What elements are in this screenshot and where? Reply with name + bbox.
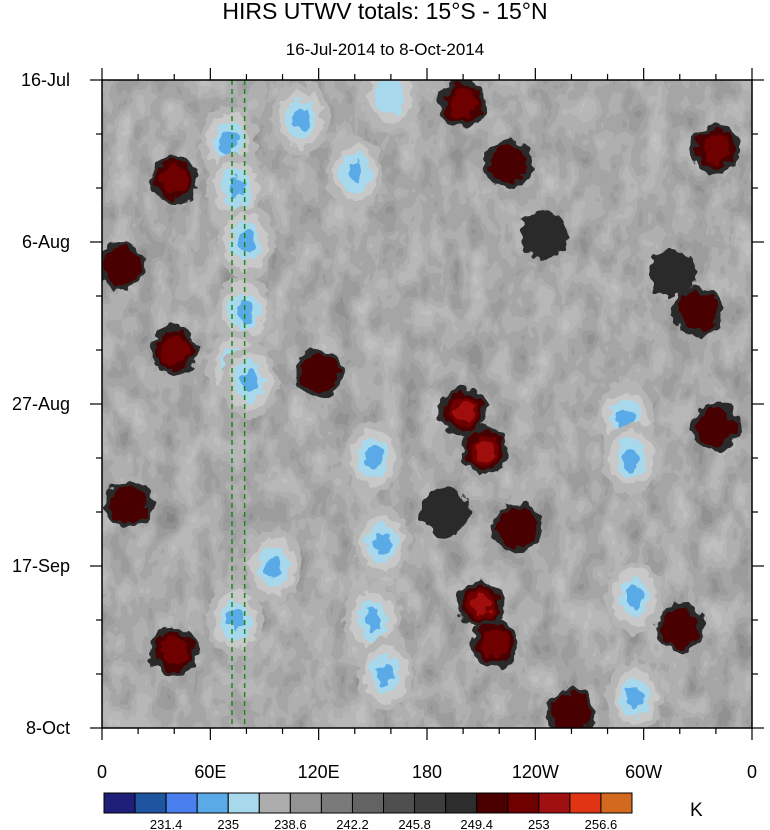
y-tick-label: 16-Jul <box>21 70 70 90</box>
field-features <box>102 80 741 728</box>
colorbar-label: 245.8 <box>398 817 431 830</box>
colorbar-swatch <box>569 792 602 814</box>
feature-ring-low <box>660 608 700 647</box>
colorbar-swatch <box>227 792 260 814</box>
feature-ring-high <box>235 300 254 323</box>
colorbar-label: 235 <box>217 817 239 830</box>
feature-ring-low <box>696 407 736 447</box>
colorbar: 231.4 235 238.6 242.2 245.8 249.4 253 256.6 <box>103 792 633 830</box>
colorbar-label: 242.2 <box>336 817 369 830</box>
colorbar-swatch <box>320 792 353 814</box>
feature-ring-low <box>448 88 478 118</box>
x-tick-label: 0 <box>97 762 107 782</box>
feature-ring-high <box>226 608 245 632</box>
feature-ring-high <box>373 531 391 555</box>
x-tick-label: 0 <box>747 762 757 782</box>
axes: 0 60E 120E 180 120W 60W 0 16-Jul 6-Aug 27-Aug 17-S… <box>12 68 764 782</box>
feature-ring-high <box>376 662 395 686</box>
colorbar-swatch <box>600 792 633 814</box>
y-tick-label: 8-Oct <box>26 718 70 738</box>
colorbar-swatch <box>103 792 136 814</box>
x-tick-label: 60E <box>194 762 226 782</box>
colorbar-swatch <box>289 792 322 814</box>
feature-ring-low <box>481 628 510 658</box>
chart-title: HIRS UTWV totals: 15°S - 15°N <box>222 0 548 24</box>
feature-ring-high <box>264 554 283 578</box>
field-texture <box>102 80 752 728</box>
feature-ring-high <box>625 685 644 709</box>
feature-ring-high <box>375 80 407 116</box>
y-tick-label: 17-Sep <box>12 556 70 576</box>
feature-ring-low <box>475 440 495 460</box>
x-tick-label: 60W <box>625 762 662 782</box>
feature-ring-low <box>159 636 189 666</box>
x-tick-label: 120W <box>512 762 559 782</box>
feature-ring-low <box>498 508 537 547</box>
colorbar-swatch <box>445 792 478 814</box>
feature-ring-low <box>552 693 591 728</box>
feature-ring-high <box>241 369 259 393</box>
feature-ring-low <box>678 292 718 331</box>
feature-ring-low <box>471 595 491 614</box>
feature-ring-low <box>102 245 140 285</box>
feature-ring-low <box>520 210 569 259</box>
colorbar-swatch <box>351 792 385 814</box>
feature-ring-high <box>291 107 310 130</box>
colorbar-swatch <box>134 792 167 814</box>
colorbar-swatch <box>538 792 571 814</box>
colorbar-swatch <box>507 792 540 814</box>
colorbar-label: 253 <box>528 817 550 830</box>
feature-ring-low <box>701 135 731 164</box>
colorbar-swatch <box>383 792 416 814</box>
colorbar-label: 231.4 <box>150 817 183 830</box>
feature-ring-high <box>364 608 382 632</box>
feature-ring-low <box>453 402 473 422</box>
chart-subtitle: 16-Jul-2014 to 8-Oct-2014 <box>285 40 485 59</box>
feature-ring-low <box>489 145 528 185</box>
feature-ring-high <box>622 446 640 470</box>
colorbar-swatch <box>414 792 447 814</box>
feature-ring-high <box>237 230 256 254</box>
y-tick-label: 27-Aug <box>12 394 70 414</box>
feature-ring-high <box>345 161 364 184</box>
feature-ring-low <box>159 335 189 365</box>
feature-ring-low <box>159 165 189 195</box>
feature-ring-high <box>219 130 238 153</box>
colorbar-swatch <box>258 792 291 814</box>
feature-ring-high <box>625 585 644 609</box>
feature-ring-low <box>109 485 149 524</box>
y-tick-label: 6-Aug <box>22 232 70 252</box>
feature-ring-high <box>364 446 382 470</box>
colorbar-swatch <box>476 792 509 814</box>
colorbar-swatch <box>165 792 198 814</box>
colorbar-swatch <box>196 792 229 814</box>
feature-ring-low <box>420 487 470 537</box>
feature-ring-high <box>226 176 245 200</box>
plot-area <box>102 80 752 728</box>
colorbar-label: 256.6 <box>585 817 618 830</box>
colorbar-label: 249.4 <box>460 817 493 830</box>
x-tick-label: 120E <box>298 762 340 782</box>
colorbar-unit: K <box>690 800 703 821</box>
feature-ring-low <box>299 353 338 393</box>
x-tick-label: 180 <box>412 762 442 782</box>
feature-ring-low <box>646 248 695 298</box>
colorbar-label: 238.6 <box>274 817 307 830</box>
